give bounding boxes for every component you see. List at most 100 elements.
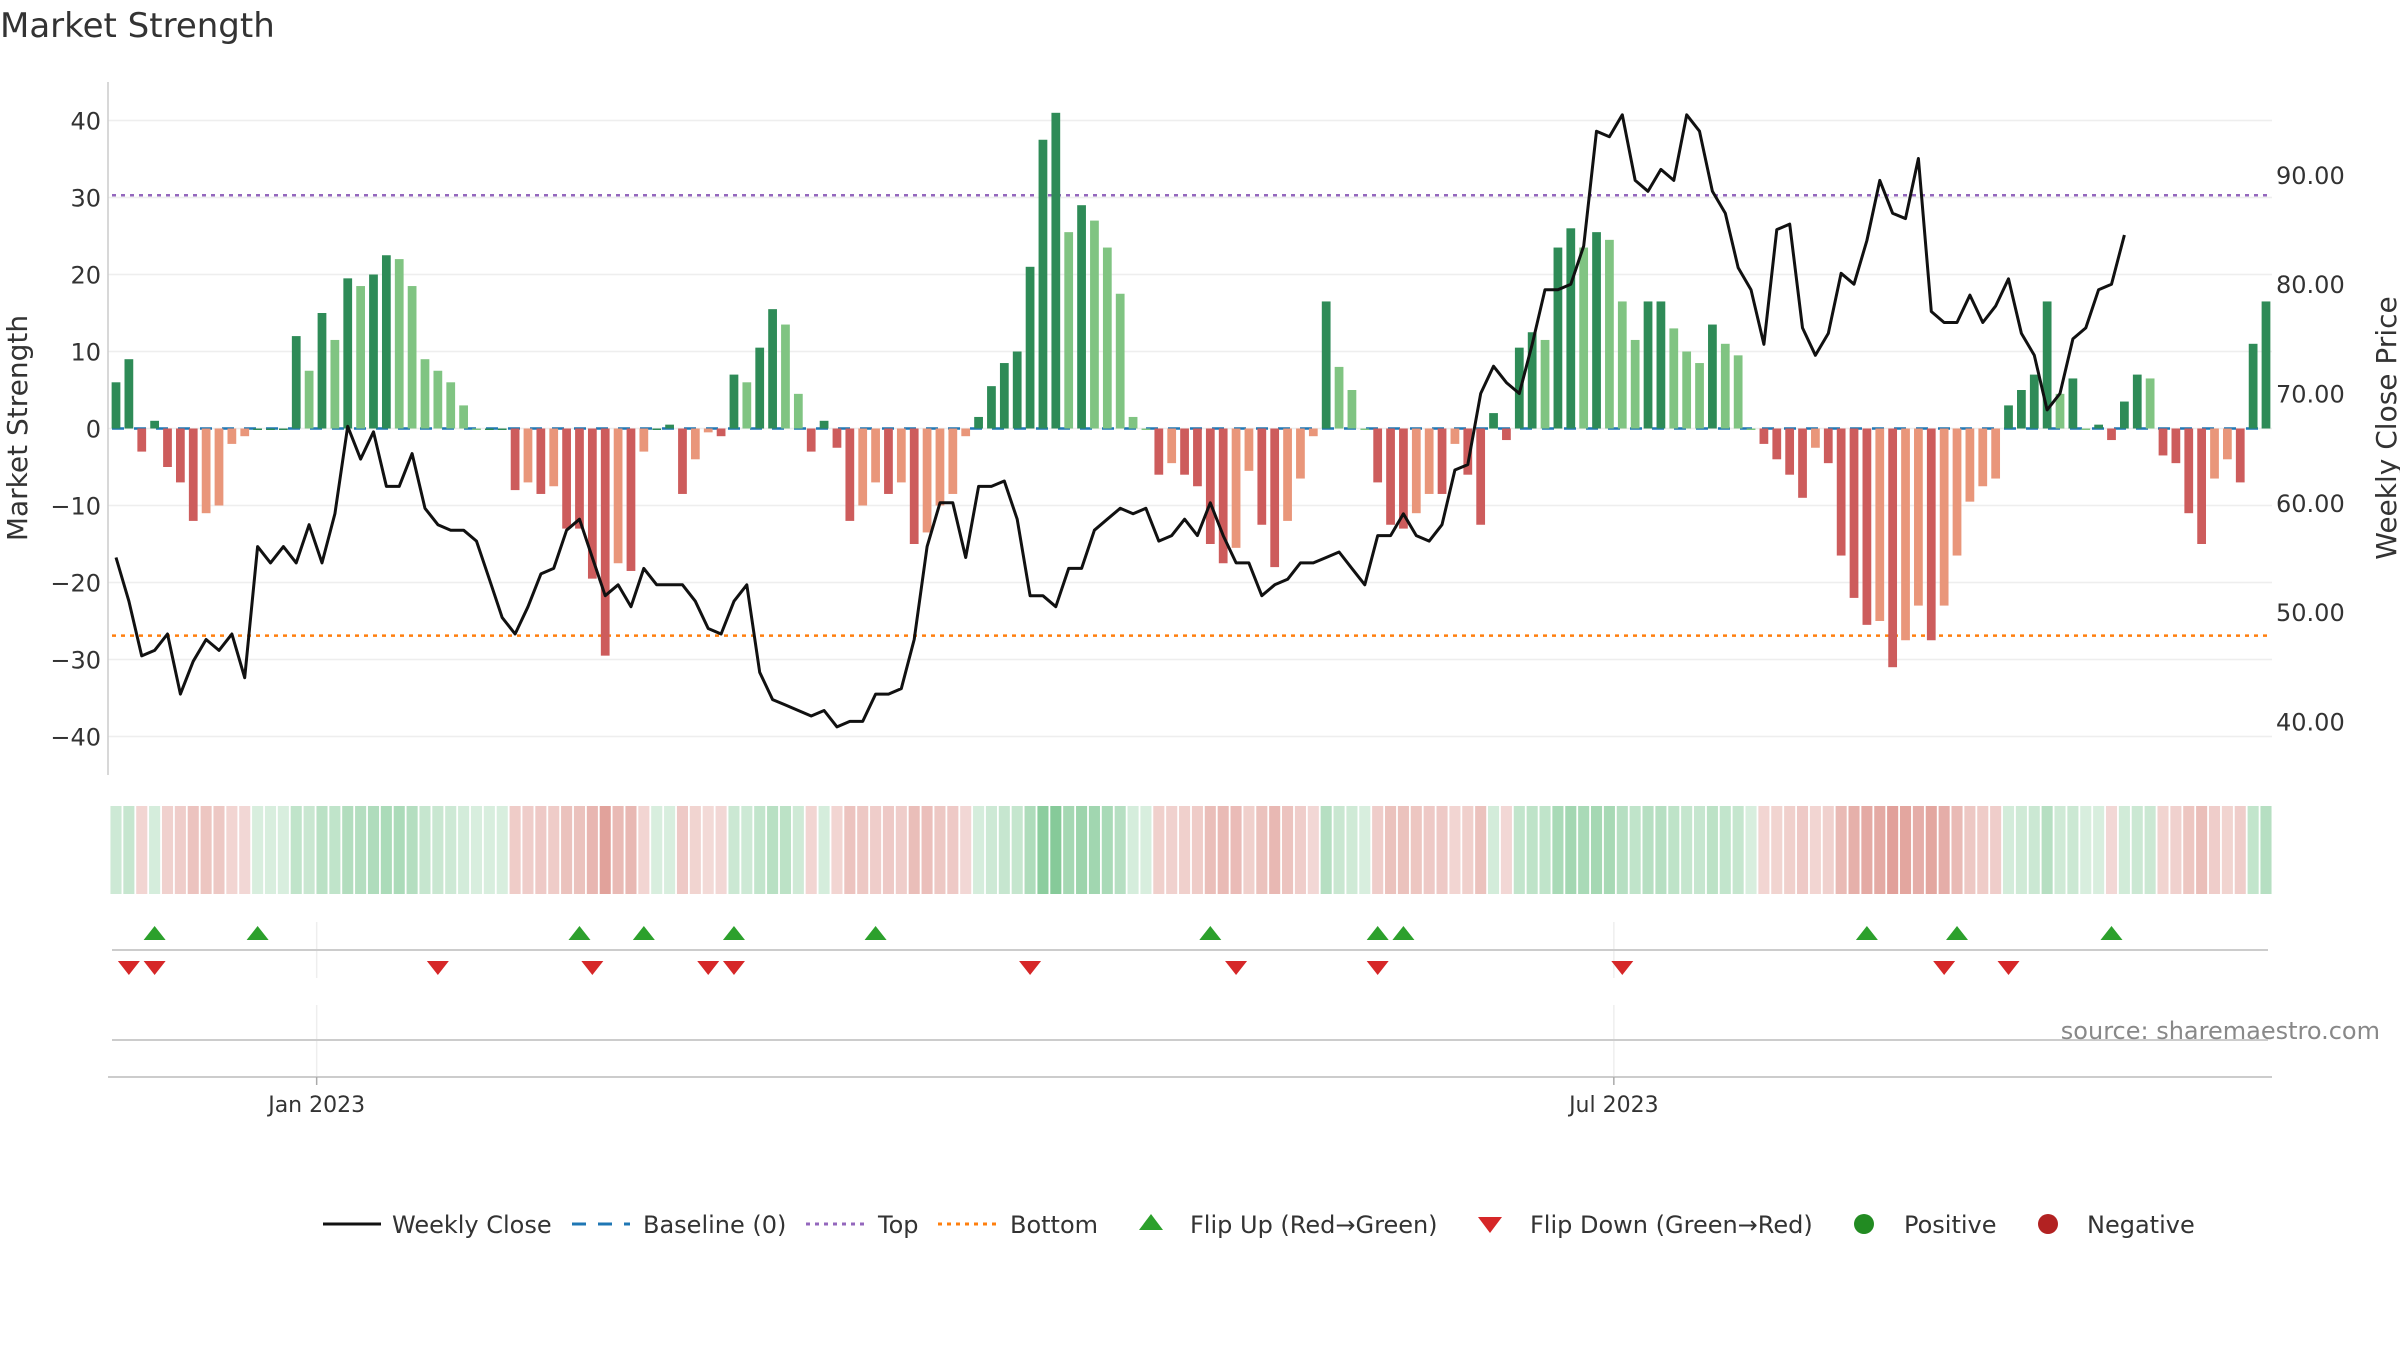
heat-cell (1436, 806, 1448, 894)
main-panel: 40 30 20 10 0 −10 −20 −30 −40 90.00 80.00 70.00 60.… (1, 82, 2400, 775)
strength-bar (652, 428, 662, 430)
flip-up-marker (1855, 926, 1878, 940)
heat-cell (1539, 806, 1551, 894)
heat-cell (1784, 806, 1796, 894)
heat-cell (1359, 806, 1371, 894)
strength-bar (1321, 301, 1331, 429)
strength-bar (1308, 428, 1318, 437)
heat-cell (290, 806, 302, 894)
heat-cell (1526, 806, 1538, 894)
strength-bar (253, 428, 262, 430)
strength-bar (111, 382, 121, 429)
heat-cell (1191, 806, 1203, 894)
strength-bar (987, 386, 996, 429)
heat-cell (1385, 806, 1397, 894)
strength-bar (2081, 428, 2091, 430)
heat-cell (1964, 806, 1976, 894)
strength-bar (381, 255, 391, 429)
strength-bar (587, 428, 597, 579)
strength-bar (974, 416, 983, 429)
legend-positive-swatch (1854, 1214, 1874, 1234)
heat-cell (1861, 806, 1873, 894)
strength-bar (472, 428, 481, 430)
strength-bar (433, 370, 443, 429)
heat-cell (342, 806, 354, 894)
heat-cell (1114, 806, 1126, 894)
heat-cell (2183, 806, 2195, 894)
strength-bar (266, 428, 275, 430)
strength-bar (1077, 205, 1086, 429)
strength-bar (163, 428, 172, 467)
heat-cell (419, 806, 431, 894)
heat-cell (174, 806, 186, 894)
strength-bar (1566, 228, 1576, 429)
strength-bar (536, 428, 546, 494)
heat-cell (123, 806, 135, 894)
strength-bar (935, 428, 945, 506)
strength-bar (497, 428, 507, 430)
heat-cell (1835, 806, 1847, 894)
heat-cell (1822, 806, 1834, 894)
strength-bar (1064, 232, 1074, 429)
heat-cell (921, 806, 933, 894)
strength-bar (137, 428, 147, 452)
strength-bar (858, 428, 868, 506)
x-tick-label: Jan 2023 (266, 1093, 365, 1118)
heat-cell (1938, 806, 1950, 894)
strength-bar (1025, 266, 1035, 429)
heat-cell (470, 806, 483, 894)
strength-bar (1901, 428, 1910, 641)
heat-cell (651, 806, 663, 894)
strength-bar (2017, 390, 2026, 429)
heat-cell (1011, 806, 1023, 894)
legend-flip-up-label: Flip Up (Red→Green) (1190, 1211, 1438, 1239)
heat-cell (1423, 806, 1435, 894)
strength-bar (214, 428, 224, 506)
heat-cell (2015, 806, 2027, 894)
strength-bar (1218, 428, 1228, 564)
strength-bar (1746, 428, 1756, 430)
strength-bar (2004, 405, 2013, 429)
heat-cell (200, 806, 212, 894)
strength-bar (884, 428, 893, 494)
strength-bar (1862, 428, 1872, 625)
strength-bar (1399, 428, 1408, 529)
heat-cell (316, 806, 328, 894)
heat-cell (728, 806, 740, 894)
strength-bar (1012, 351, 1022, 429)
strength-bar (845, 428, 855, 521)
heat-cell (1076, 806, 1088, 894)
heat-cell (2041, 806, 2053, 894)
heat-cell (1037, 806, 1049, 894)
left-tick-label: 40 (70, 108, 101, 136)
strength-bar (961, 428, 971, 437)
strength-bar (1939, 428, 1949, 606)
strength-bar (1463, 428, 1473, 475)
strength-bar (1553, 247, 1563, 429)
heat-cell (908, 806, 920, 894)
heat-cell (573, 806, 586, 894)
strength-bar (1347, 390, 1357, 429)
heat-cell (1951, 806, 1963, 894)
flip-down-marker (426, 961, 449, 975)
weekly-close-line (114, 113, 2126, 729)
strength-bar (1334, 366, 1344, 429)
heat-cell (1578, 806, 1590, 894)
heat-cell (882, 806, 894, 894)
heat-cell (535, 806, 547, 894)
strength-bar (1759, 428, 1769, 444)
strength-bar (1785, 428, 1795, 475)
heat-cell (1706, 806, 1718, 894)
heat-cell (2247, 806, 2259, 894)
heat-cell (1719, 806, 1731, 894)
flip-down-marker (581, 961, 604, 975)
strength-bar (781, 324, 790, 429)
heat-cell (960, 806, 972, 894)
heat-cell (1449, 806, 1461, 894)
right-axis-ticks: 90.00 80.00 70.00 60.00 50.00 40.00 (2276, 162, 2345, 737)
heat-cell (689, 806, 701, 894)
strength-bar (1090, 220, 1099, 429)
heat-cell (561, 806, 573, 894)
heat-cell (792, 806, 804, 894)
heat-cell (1990, 806, 2002, 894)
